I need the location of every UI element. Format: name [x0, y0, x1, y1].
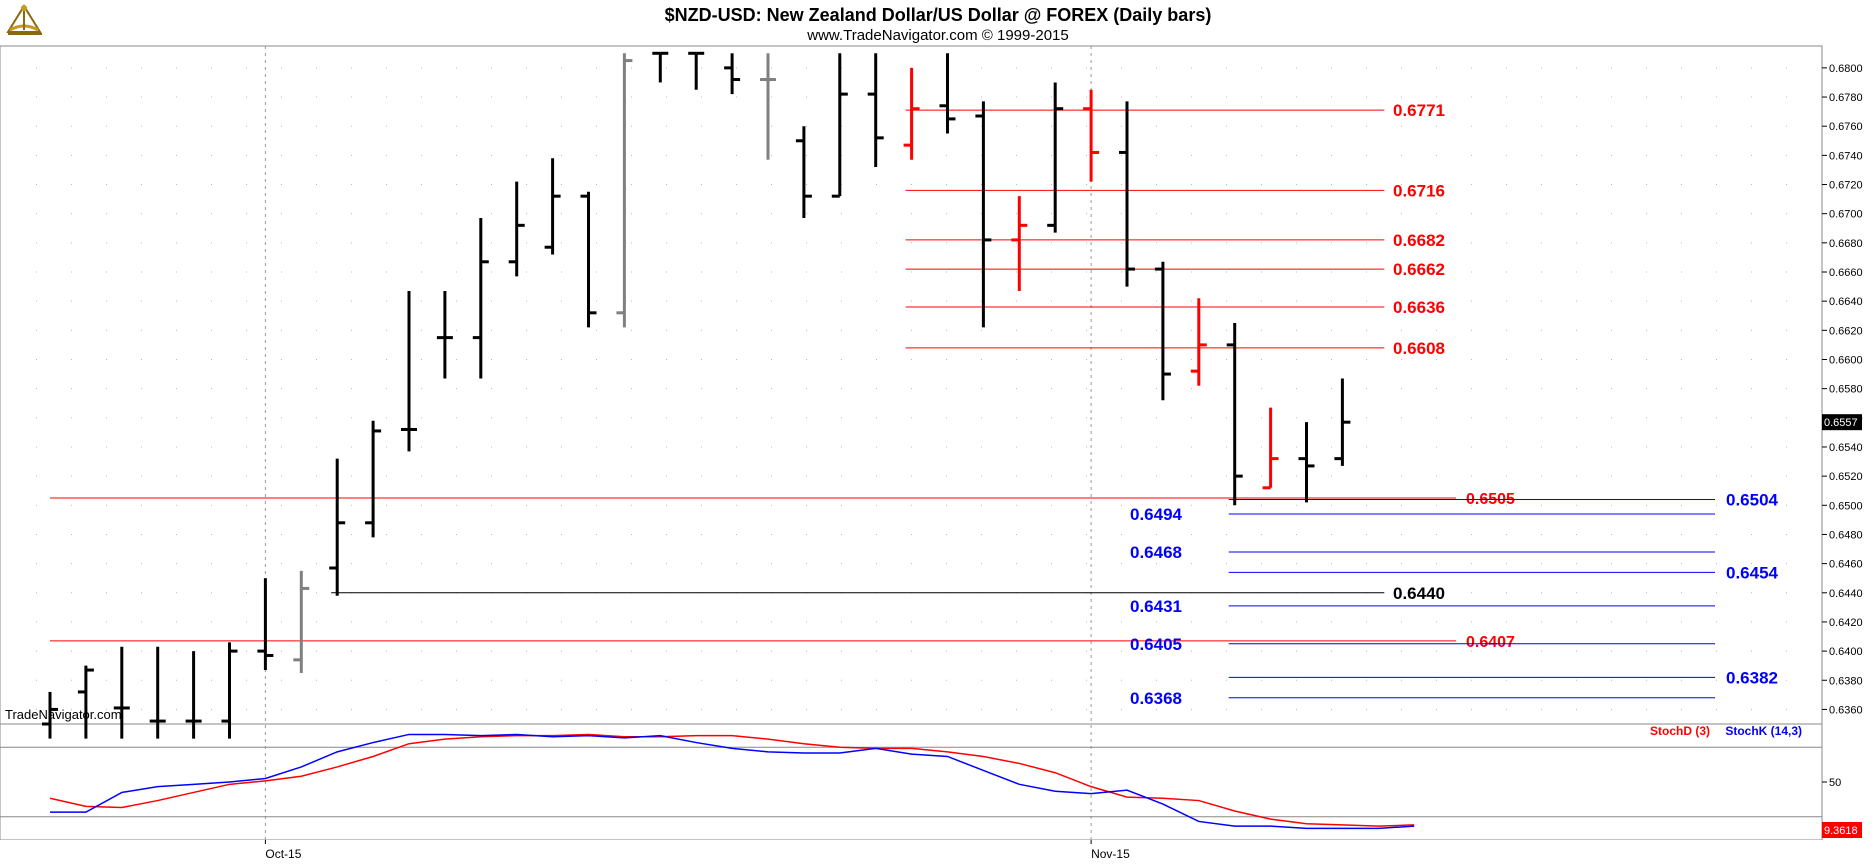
x-tick-label: Oct-15 — [265, 847, 301, 861]
legend-stochD: StochD (3) — [1650, 724, 1710, 738]
stoch-y-tick-label: 50 — [1829, 777, 1841, 789]
ohlc-bar — [795, 126, 812, 219]
ohlc-bar — [652, 51, 669, 83]
y-tick-label: 0.6580 — [1829, 384, 1863, 396]
level-label-0.6382: 0.6382 — [1726, 668, 1778, 687]
y-tick-label: 0.6460 — [1829, 559, 1863, 571]
ohlc-bar — [401, 290, 417, 452]
legend-stochK: StochK (14,3) — [1725, 724, 1802, 738]
ohlc-bar — [1154, 261, 1171, 401]
ohlc-bar — [1334, 378, 1351, 466]
y-tick-label: 0.6640 — [1829, 296, 1863, 308]
y-tick-label: 0.6360 — [1829, 704, 1863, 716]
level-label-0.6636: 0.6636 — [1393, 298, 1445, 317]
ohlc-bar — [688, 51, 705, 90]
ohlc-bar — [544, 158, 561, 255]
level-label-0.6771: 0.6771 — [1393, 101, 1445, 120]
ohlc-bar — [903, 67, 920, 160]
y-tick-label: 0.6540 — [1829, 442, 1863, 454]
level-label-0.6440: 0.6440 — [1393, 584, 1445, 603]
y-tick-label: 0.6620 — [1829, 325, 1863, 337]
level-label-0.6494: 0.6494 — [1130, 505, 1183, 524]
level-label-0.6662: 0.6662 — [1393, 260, 1445, 279]
ohlc-bar — [1262, 407, 1279, 490]
stochastic-panel — [0, 723, 1823, 841]
ohlc-bar — [1119, 101, 1135, 287]
y-tick-label: 0.6600 — [1829, 354, 1863, 366]
ohlc-bar — [975, 101, 992, 328]
ohlc-bar — [724, 53, 741, 95]
level-label-0.6468: 0.6468 — [1130, 543, 1182, 562]
y-tick-label: 0.6800 — [1829, 63, 1863, 75]
ohlc-bar — [939, 53, 956, 134]
y-tick-label: 0.6760 — [1829, 121, 1863, 133]
ohlc-bar — [293, 570, 310, 673]
ohlc-bar — [221, 642, 238, 739]
y-tick-label: 0.6680 — [1829, 238, 1863, 250]
ohlc-bar — [77, 665, 94, 739]
price-axis-strip — [1822, 46, 1876, 840]
y-tick-label: 0.6500 — [1829, 500, 1863, 512]
y-tick-label: 0.6440 — [1829, 588, 1863, 600]
ohlc-bar — [1083, 89, 1100, 182]
level-label-0.6431: 0.6431 — [1130, 597, 1182, 616]
logo — [6, 4, 42, 35]
y-tick-label: 0.6480 — [1829, 529, 1863, 541]
stochastic-plot-frame — [0, 723, 1823, 841]
ohlc-bar — [616, 53, 633, 328]
level-label-0.6504: 0.6504 — [1726, 490, 1779, 509]
y-tick-label: 0.6380 — [1829, 675, 1863, 687]
ohlc-bar — [436, 290, 453, 379]
sextant-icon — [6, 4, 42, 35]
watermark: TradeNavigator.com — [5, 707, 122, 722]
level-label-0.6716: 0.6716 — [1393, 181, 1445, 200]
ohlc-bar — [1298, 422, 1315, 503]
ohlc-bar — [113, 646, 130, 739]
y-tick-label: 0.6780 — [1829, 92, 1863, 104]
last-price-label: 0.6557 — [1824, 417, 1858, 429]
stochD-line — [49, 733, 1415, 827]
level-label-0.6368: 0.6368 — [1130, 689, 1182, 708]
ohlc-bar — [831, 53, 848, 198]
ohlc-bar — [1226, 323, 1243, 506]
ohlc-bar — [365, 420, 382, 538]
last-price-box — [1822, 414, 1862, 431]
ohlc-bar — [1011, 196, 1028, 291]
level-label-0.6407: 0.6407 — [1466, 634, 1515, 651]
stochK-line — [50, 733, 1415, 830]
ohlc-bar — [760, 53, 776, 160]
y-tick-label: 0.6700 — [1829, 209, 1863, 221]
level-label-0.6682: 0.6682 — [1393, 231, 1445, 250]
ohlc-bar — [42, 691, 58, 739]
ohlc-bar — [185, 651, 202, 739]
level-label-0.6405: 0.6405 — [1130, 635, 1182, 654]
level-label-0.6608: 0.6608 — [1393, 339, 1445, 358]
ohlc-bar — [867, 53, 884, 168]
chart-subtitle: www.TradeNavigator.com © 1999-2015 — [806, 27, 1068, 44]
stoch-last-box — [1822, 822, 1862, 838]
level-label-0.6454: 0.6454 — [1726, 563, 1779, 582]
ohlc-bar — [149, 646, 166, 739]
stoch-last-label: 9.3618 — [1824, 825, 1858, 837]
y-tick-label: 0.6420 — [1829, 617, 1863, 629]
y-tick-label: 0.6740 — [1829, 150, 1863, 162]
ohlc-bar — [472, 218, 489, 379]
y-tick-label: 0.6400 — [1829, 646, 1863, 658]
ohlc-bar — [257, 578, 274, 671]
ohlc-bar — [1190, 298, 1207, 386]
y-tick-label: 0.6720 — [1829, 180, 1863, 192]
y-tick-label: 0.6520 — [1829, 471, 1863, 483]
ohlc-bar — [329, 458, 346, 596]
chart-title: $NZD-USD: New Zealand Dollar/US Dollar @… — [665, 5, 1212, 25]
ohlc-bar — [580, 191, 597, 328]
time-axis-strip — [0, 840, 1876, 863]
x-tick-label: Nov-15 — [1091, 847, 1130, 861]
ohlc-bar — [1047, 82, 1064, 233]
ohlc-bar — [508, 181, 525, 277]
y-tick-label: 0.6660 — [1829, 267, 1863, 279]
